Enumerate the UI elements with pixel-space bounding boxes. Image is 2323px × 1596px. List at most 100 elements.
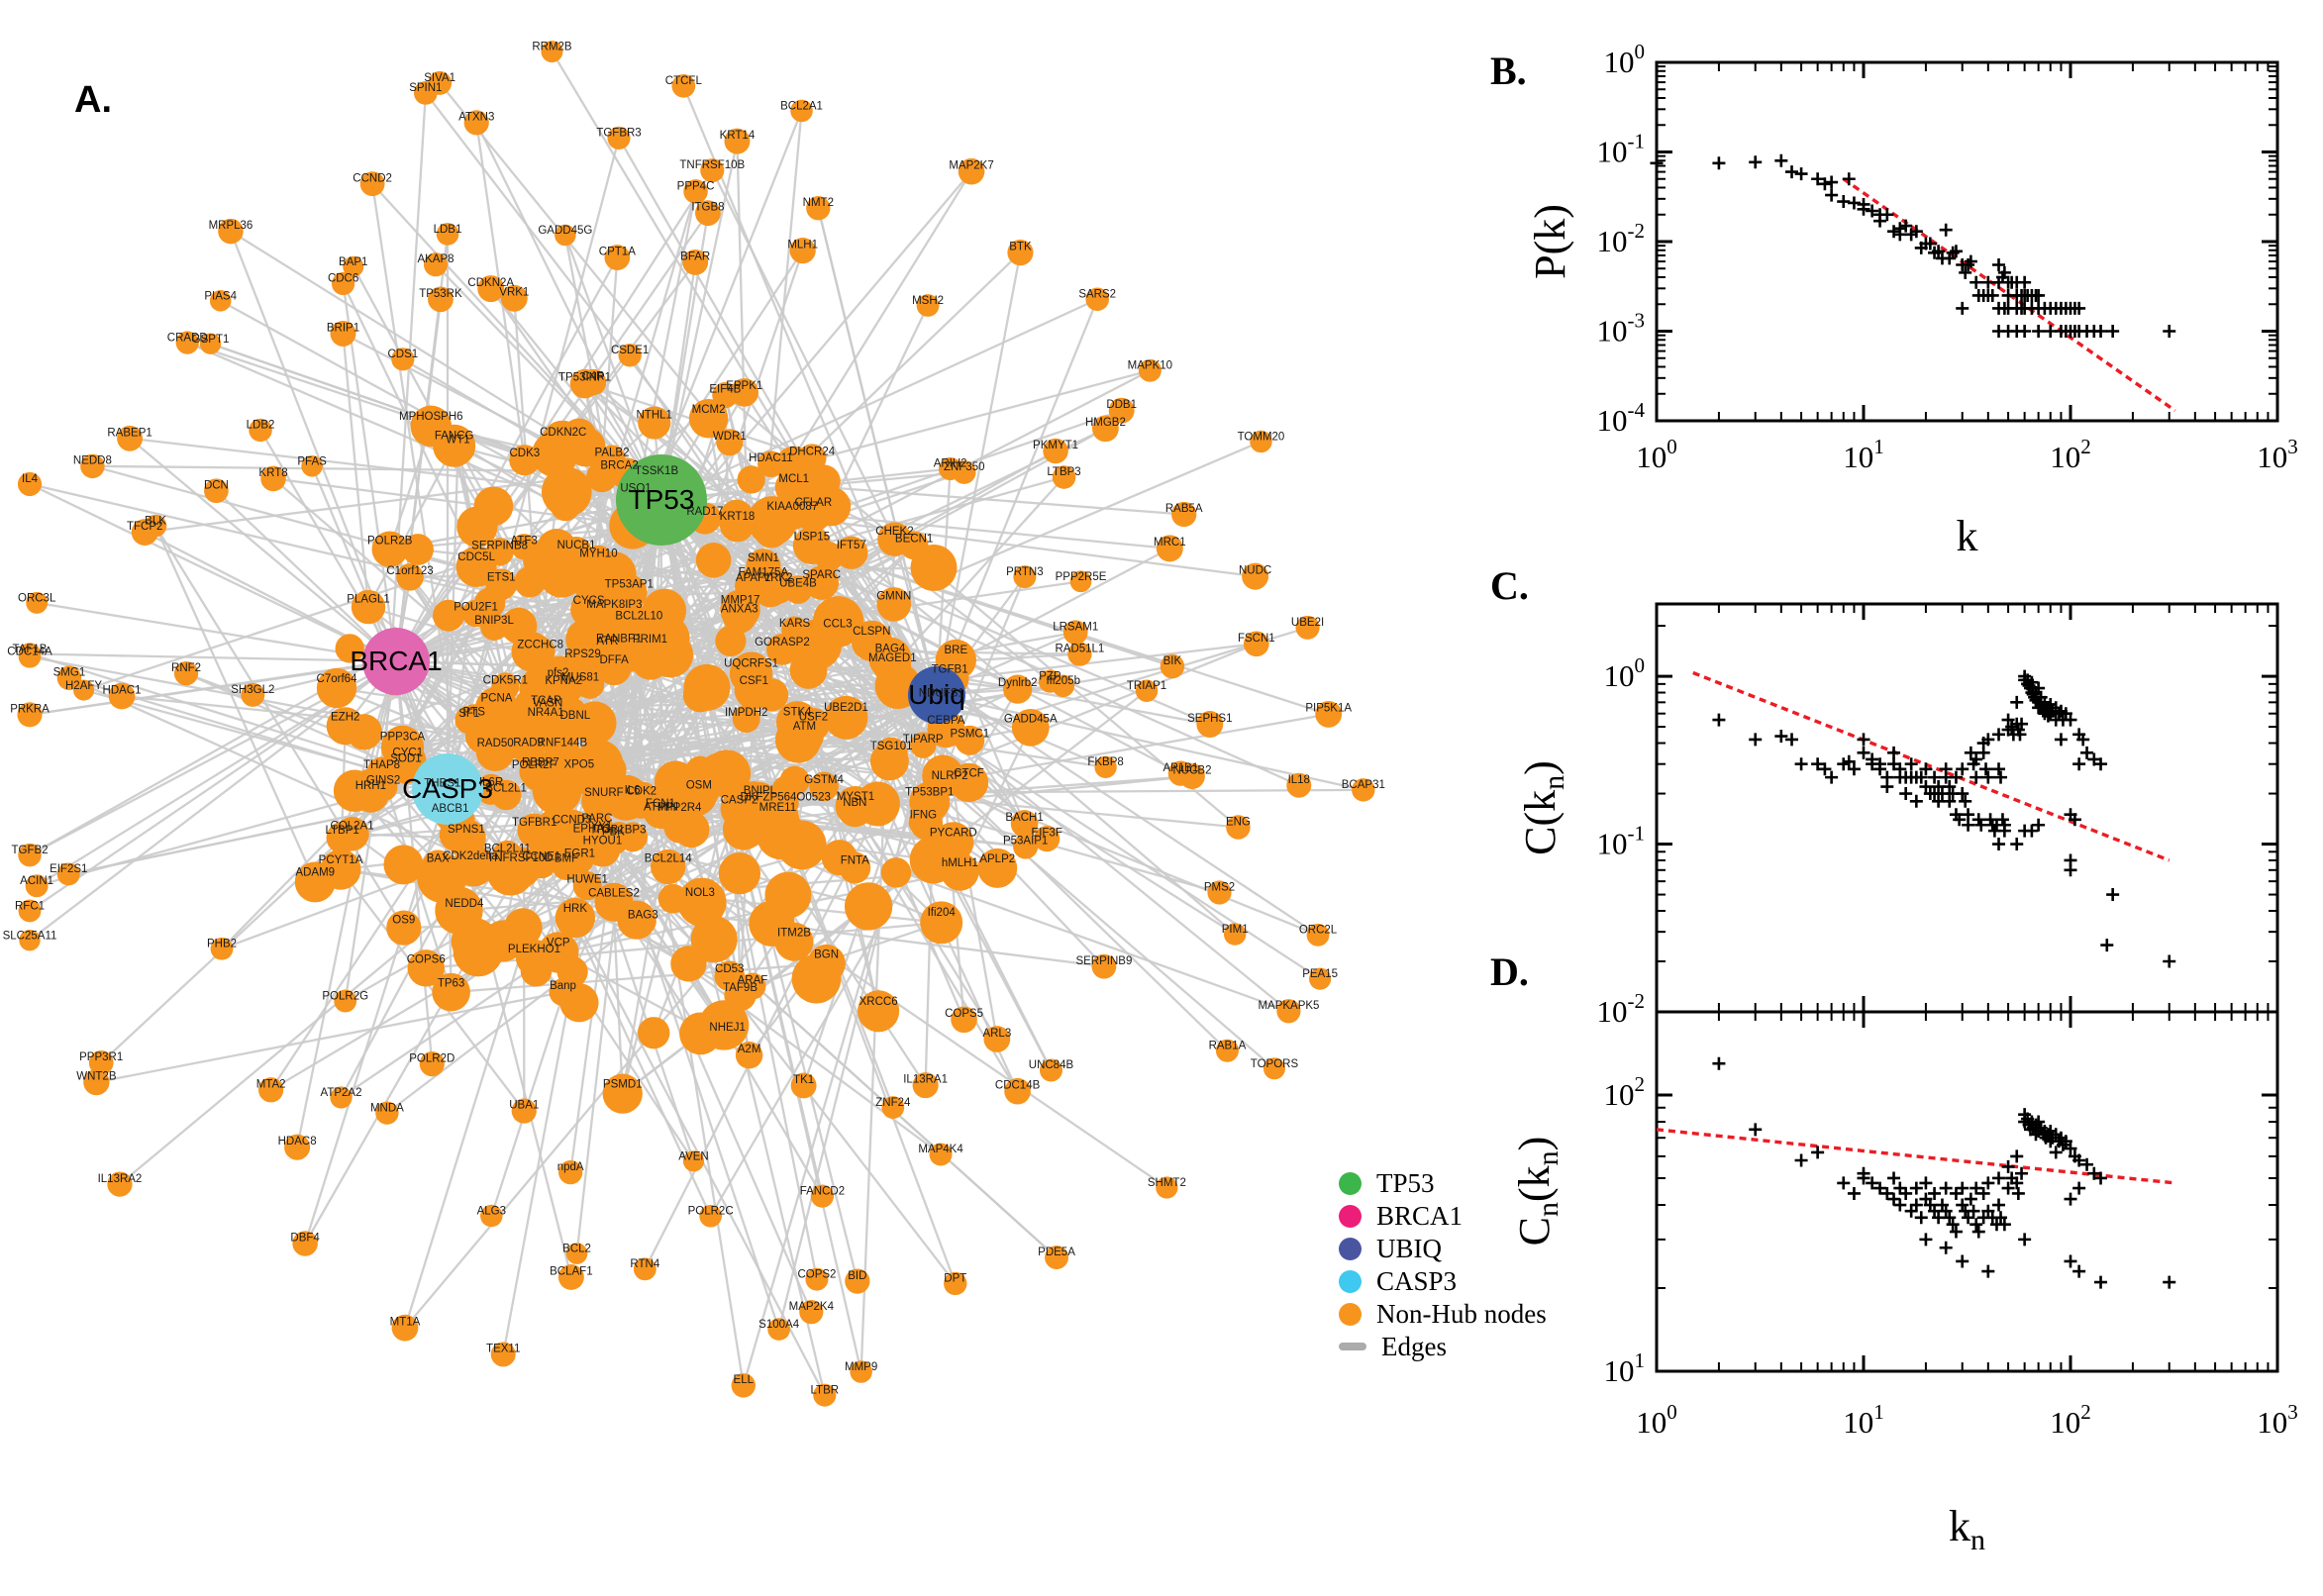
network-node[interactable]	[839, 851, 871, 884]
network-node[interactable]	[909, 781, 951, 823]
network-node[interactable]	[1315, 700, 1343, 728]
network-node[interactable]	[679, 881, 721, 924]
network-node[interactable]	[944, 1271, 967, 1296]
network-node[interactable]	[793, 492, 834, 532]
network-node[interactable]	[858, 990, 900, 1033]
network-node[interactable]	[622, 781, 660, 819]
network-node[interactable]	[83, 1068, 110, 1096]
network-node[interactable]	[316, 667, 357, 709]
network-node[interactable]	[1215, 1039, 1239, 1062]
network-node[interactable]	[1138, 358, 1162, 382]
network-node[interactable]	[359, 171, 385, 197]
network-node[interactable]	[633, 1257, 656, 1281]
network-node[interactable]	[218, 218, 244, 245]
network-node[interactable]	[806, 196, 831, 221]
network-node[interactable]	[1085, 287, 1110, 312]
network-node[interactable]	[920, 901, 963, 945]
network-node[interactable]	[955, 725, 985, 755]
network-node[interactable]	[579, 368, 607, 396]
network-node[interactable]	[700, 158, 725, 183]
network-node[interactable]	[822, 615, 854, 647]
network-node[interactable]	[88, 1050, 114, 1075]
network-node[interactable]	[602, 1073, 643, 1114]
network-node[interactable]	[774, 922, 814, 961]
network-node[interactable]	[792, 526, 831, 565]
network-node[interactable]	[407, 949, 445, 987]
network-node[interactable]	[983, 1026, 1011, 1052]
network-node[interactable]	[799, 1300, 824, 1325]
network-node[interactable]	[688, 399, 729, 439]
network-node[interactable]	[844, 882, 893, 931]
network-node[interactable]	[461, 599, 490, 628]
network-node[interactable]	[343, 255, 364, 277]
network-node[interactable]	[334, 989, 357, 1013]
network-node[interactable]	[335, 634, 364, 663]
network-node[interactable]	[391, 348, 415, 371]
network-node[interactable]	[607, 126, 631, 150]
network-node[interactable]	[695, 542, 732, 578]
hub-node-brca1[interactable]	[362, 628, 430, 695]
network-node[interactable]	[375, 1101, 399, 1125]
network-node[interactable]	[131, 519, 158, 547]
network-node[interactable]	[671, 73, 696, 98]
network-node[interactable]	[436, 223, 459, 246]
network-node[interactable]	[175, 331, 199, 354]
network-node[interactable]	[19, 930, 41, 951]
network-node[interactable]	[838, 793, 872, 828]
network-node[interactable]	[531, 704, 560, 735]
network-node[interactable]	[912, 1072, 939, 1099]
network-node[interactable]	[410, 405, 453, 448]
network-node[interactable]	[17, 471, 43, 497]
network-node[interactable]	[951, 1006, 977, 1034]
network-node[interactable]	[805, 1267, 829, 1291]
network-node[interactable]	[1242, 562, 1269, 590]
network-node[interactable]	[330, 320, 356, 347]
network-node[interactable]	[565, 1243, 588, 1264]
network-node[interactable]	[682, 249, 709, 275]
network-node[interactable]	[549, 978, 577, 1007]
network-node[interactable]	[789, 238, 816, 264]
network-node[interactable]	[1108, 397, 1135, 424]
network-node[interactable]	[1243, 631, 1269, 657]
network-node[interactable]	[17, 702, 43, 728]
network-node[interactable]	[977, 848, 1018, 888]
network-node[interactable]	[1011, 708, 1050, 747]
network-node[interactable]	[731, 1373, 756, 1398]
network-node[interactable]	[428, 286, 454, 313]
network-node[interactable]	[737, 465, 765, 494]
network-node[interactable]	[18, 843, 42, 867]
network-node[interactable]	[790, 1072, 817, 1099]
network-node[interactable]	[330, 1086, 353, 1109]
network-node[interactable]	[80, 453, 105, 479]
network-node[interactable]	[877, 522, 912, 556]
network-node[interactable]	[779, 765, 810, 796]
network-node[interactable]	[511, 1098, 537, 1124]
network-node[interactable]	[809, 771, 839, 802]
network-node[interactable]	[572, 871, 602, 901]
network-node[interactable]	[638, 1017, 670, 1049]
network-node[interactable]	[1276, 999, 1301, 1024]
network-node[interactable]	[1207, 880, 1232, 905]
network-node[interactable]	[558, 753, 600, 795]
network-node[interactable]	[432, 972, 470, 1012]
network-node[interactable]	[718, 852, 761, 895]
network-node[interactable]	[241, 682, 265, 707]
network-node[interactable]	[1295, 615, 1320, 640]
network-node[interactable]	[797, 444, 827, 473]
network-node[interactable]	[712, 381, 739, 409]
network-node[interactable]	[26, 591, 49, 614]
network-node[interactable]	[260, 465, 286, 492]
network-node[interactable]	[56, 665, 82, 691]
network-node[interactable]	[690, 916, 738, 963]
network-node[interactable]	[714, 960, 746, 992]
network-node[interactable]	[679, 1012, 722, 1055]
network-node[interactable]	[1094, 755, 1117, 778]
network-node[interactable]	[938, 456, 962, 481]
network-node[interactable]	[771, 789, 799, 817]
network-node[interactable]	[1226, 815, 1251, 840]
network-node[interactable]	[732, 705, 760, 734]
network-node[interactable]	[544, 422, 582, 460]
network-node[interactable]	[558, 706, 592, 740]
network-node[interactable]	[257, 1077, 284, 1103]
network-node[interactable]	[541, 41, 563, 63]
